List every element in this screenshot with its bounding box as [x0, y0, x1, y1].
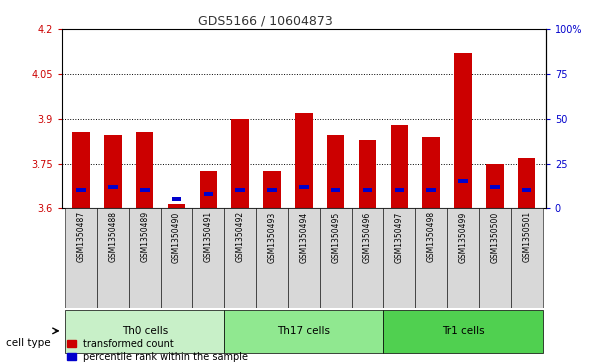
FancyBboxPatch shape [224, 310, 384, 353]
Bar [199, 171, 217, 208]
Bar [168, 204, 185, 208]
Bar [299, 185, 309, 189]
Bar [104, 135, 122, 208]
Bar [359, 140, 376, 208]
Bar [267, 188, 277, 192]
Bar [327, 135, 345, 208]
FancyBboxPatch shape [160, 208, 192, 308]
Bar [73, 132, 90, 208]
Bar [363, 188, 372, 192]
Bar [108, 185, 117, 189]
Text: cell type: cell type [6, 338, 51, 348]
Bar [518, 158, 535, 208]
Bar [231, 119, 249, 208]
Text: GSM1350488: GSM1350488 [109, 211, 117, 262]
Title: GDS5166 / 10604873: GDS5166 / 10604873 [198, 15, 333, 28]
Text: GSM1350490: GSM1350490 [172, 211, 181, 262]
Bar [454, 53, 472, 208]
Text: GSM1350498: GSM1350498 [427, 211, 435, 262]
Text: GSM1350487: GSM1350487 [77, 211, 86, 262]
FancyBboxPatch shape [65, 208, 97, 308]
Bar [136, 132, 153, 208]
FancyBboxPatch shape [65, 310, 224, 353]
Legend: transformed count, percentile rank within the sample: transformed count, percentile rank withi… [67, 339, 248, 362]
FancyBboxPatch shape [129, 208, 160, 308]
Bar [235, 188, 245, 192]
Bar [395, 188, 404, 192]
Text: GSM1350491: GSM1350491 [204, 211, 213, 262]
FancyBboxPatch shape [224, 208, 256, 308]
FancyBboxPatch shape [384, 310, 543, 353]
Text: GSM1350499: GSM1350499 [458, 211, 467, 262]
Bar [486, 163, 504, 208]
Text: GSM1350494: GSM1350494 [299, 211, 309, 262]
Bar [295, 113, 313, 208]
Bar [76, 188, 86, 192]
Text: Tr1 cells: Tr1 cells [442, 326, 484, 336]
Text: GSM1350501: GSM1350501 [522, 211, 531, 262]
FancyBboxPatch shape [97, 208, 129, 308]
FancyBboxPatch shape [447, 208, 479, 308]
Text: Th0 cells: Th0 cells [122, 326, 168, 336]
Text: GSM1350497: GSM1350497 [395, 211, 404, 262]
Bar [331, 188, 340, 192]
Text: GSM1350492: GSM1350492 [235, 211, 245, 262]
Text: GSM1350489: GSM1350489 [140, 211, 149, 262]
FancyBboxPatch shape [320, 208, 352, 308]
Bar [204, 192, 213, 196]
FancyBboxPatch shape [288, 208, 320, 308]
FancyBboxPatch shape [479, 208, 511, 308]
FancyBboxPatch shape [256, 208, 288, 308]
Text: GSM1350495: GSM1350495 [331, 211, 340, 262]
Bar [263, 171, 281, 208]
Bar [391, 125, 408, 208]
Bar [427, 188, 436, 192]
Bar [422, 136, 440, 208]
Bar [490, 185, 500, 189]
Bar [140, 188, 149, 192]
Bar [458, 179, 468, 183]
Text: Th17 cells: Th17 cells [277, 326, 330, 336]
Text: GSM1350496: GSM1350496 [363, 211, 372, 262]
Bar [522, 188, 532, 192]
FancyBboxPatch shape [511, 208, 543, 308]
FancyBboxPatch shape [352, 208, 384, 308]
FancyBboxPatch shape [384, 208, 415, 308]
Bar [172, 197, 181, 201]
FancyBboxPatch shape [192, 208, 224, 308]
Text: GSM1350500: GSM1350500 [490, 211, 499, 262]
FancyBboxPatch shape [415, 208, 447, 308]
Text: GSM1350493: GSM1350493 [267, 211, 277, 262]
